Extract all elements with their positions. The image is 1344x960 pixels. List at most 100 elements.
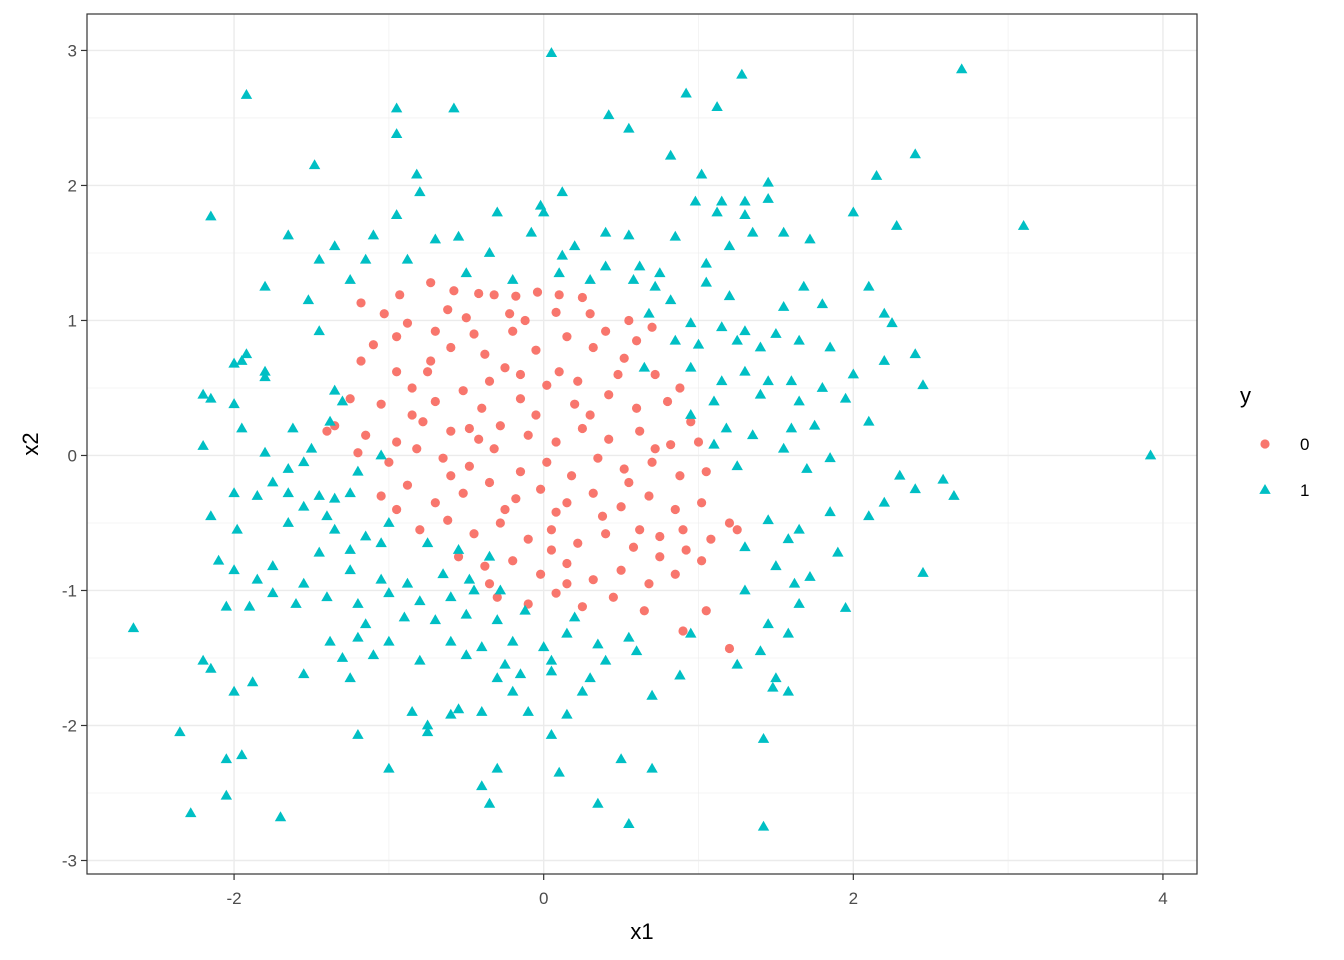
point-y1 (757, 820, 770, 831)
point-y0 (474, 434, 484, 444)
point-y1 (298, 577, 310, 588)
point-y1 (429, 233, 442, 244)
panel-border (86, 13, 1198, 875)
point-y1 (228, 357, 240, 368)
point-y0 (577, 602, 587, 612)
point-y1 (483, 797, 496, 808)
point-y0 (693, 437, 704, 447)
point-y1 (685, 408, 697, 419)
point-y0 (407, 383, 417, 393)
point-y1 (584, 672, 596, 683)
point-y0 (508, 556, 518, 566)
point-y1 (411, 168, 423, 179)
point-y1 (1017, 219, 1030, 230)
point-y0 (616, 502, 626, 512)
point-y1 (375, 573, 387, 584)
point-y1 (692, 338, 705, 349)
point-y1 (576, 685, 589, 696)
point-y0 (577, 423, 587, 434)
point-y1 (448, 102, 460, 113)
point-y1 (739, 584, 751, 595)
x-tick-label: -2 (227, 889, 242, 908)
point-y0 (670, 504, 680, 515)
point-y1 (344, 672, 356, 683)
point-y1 (793, 523, 805, 534)
point-y0 (562, 498, 572, 508)
point-y1 (801, 462, 813, 473)
point-y1 (643, 307, 655, 318)
point-y1 (205, 210, 217, 221)
point-y1 (491, 762, 503, 773)
point-y0 (426, 278, 436, 288)
point-y1 (383, 587, 395, 598)
point-y0 (464, 461, 474, 471)
point-y1 (414, 595, 426, 606)
point-y1 (243, 600, 256, 611)
point-y1 (545, 47, 558, 58)
point-y1 (460, 608, 472, 619)
point-y1 (832, 546, 844, 557)
point-y1 (499, 658, 511, 669)
point-y1 (739, 541, 751, 552)
point-y1 (267, 560, 279, 571)
point-y0 (515, 369, 526, 380)
point-y1 (793, 334, 805, 345)
point-y1 (754, 341, 767, 352)
point-y1 (367, 649, 380, 660)
point-y1 (491, 614, 503, 625)
point-y1 (344, 543, 356, 554)
point-y0 (573, 376, 583, 386)
point-y0 (392, 437, 402, 447)
point-y1 (556, 186, 568, 197)
point-y1 (205, 510, 217, 521)
point-y1 (367, 229, 380, 240)
point-y1 (174, 726, 186, 737)
point-y0 (554, 290, 564, 300)
point-y1 (720, 422, 733, 433)
point-y0 (484, 376, 495, 386)
point-y1 (739, 195, 751, 206)
point-y0 (469, 329, 479, 339)
point-y1 (716, 375, 728, 386)
point-y1 (313, 325, 325, 336)
point-y1 (700, 257, 712, 268)
point-y1 (649, 280, 661, 291)
point-y1 (804, 570, 816, 581)
point-y1 (545, 728, 558, 739)
point-y1 (212, 554, 225, 565)
x-axis-title: x1 (630, 919, 653, 944)
point-y1 (460, 649, 472, 660)
point-y0 (515, 467, 526, 477)
point-y1 (685, 361, 697, 372)
point-y1 (804, 233, 816, 244)
point-y1 (638, 361, 651, 372)
point-y0 (551, 437, 561, 447)
point-y0 (675, 383, 685, 393)
point-y0 (379, 309, 389, 319)
point-y1 (359, 530, 372, 541)
point-y1 (251, 489, 263, 500)
point-y1 (313, 546, 325, 557)
point-y1 (228, 398, 240, 409)
point-y0 (489, 444, 499, 454)
point-y1 (731, 460, 743, 471)
point-y1 (476, 780, 488, 791)
point-y0 (588, 488, 598, 498)
point-y1 (375, 537, 387, 548)
point-y0 (446, 426, 456, 436)
point-y1 (770, 560, 782, 571)
point-y1 (445, 635, 457, 646)
point-y1 (308, 159, 321, 170)
point-y1 (623, 229, 635, 240)
point-y0 (655, 531, 665, 542)
point-y1 (507, 273, 519, 284)
point-y0 (412, 444, 422, 454)
point-y1 (259, 371, 271, 382)
point-y0 (523, 430, 533, 440)
point-y0 (500, 363, 510, 373)
point-y0 (458, 386, 468, 396)
point-y0 (430, 326, 440, 336)
point-y1 (770, 327, 782, 338)
point-y0 (392, 504, 402, 515)
point-y0 (624, 315, 634, 326)
